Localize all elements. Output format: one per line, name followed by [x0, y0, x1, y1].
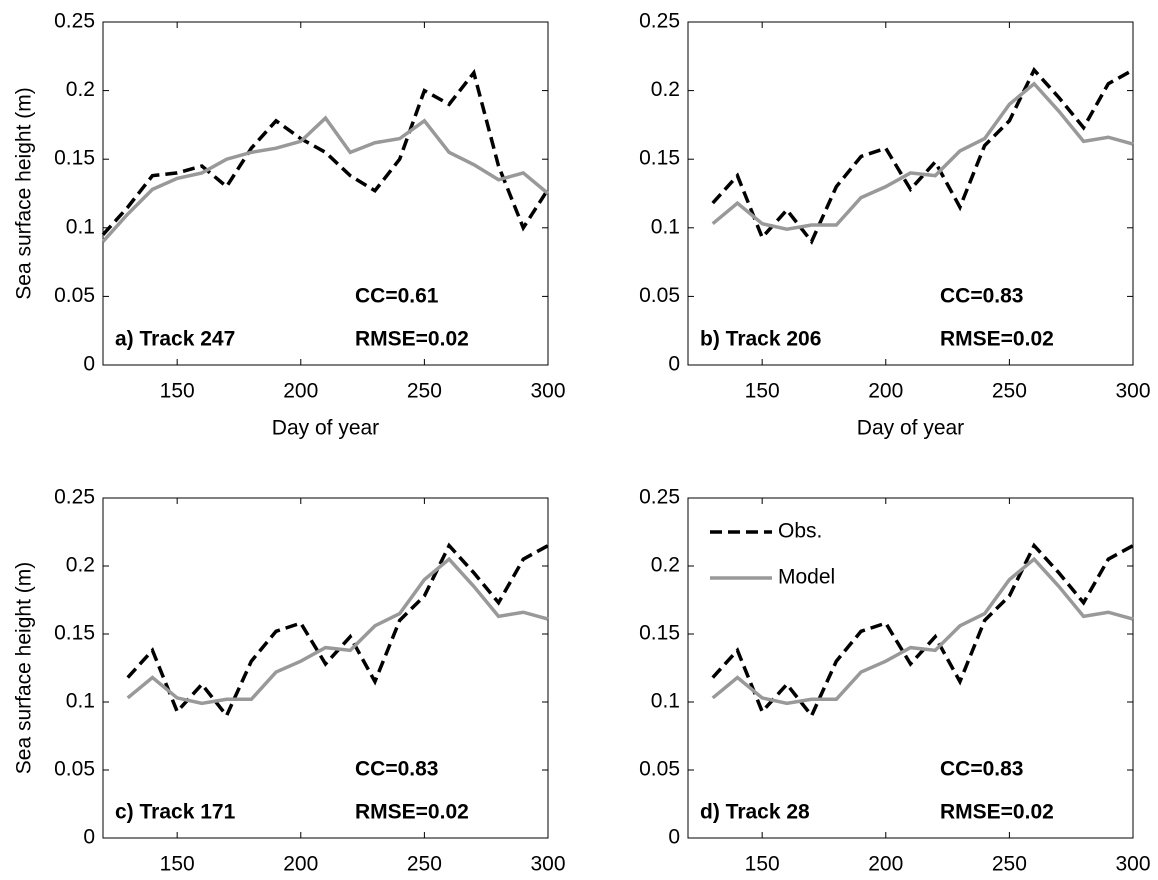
- annotation: CC=0.61: [355, 285, 439, 308]
- x-tick-label: 250: [992, 380, 1027, 403]
- data-line: [101, 115, 550, 243]
- y-tick-label: 0: [668, 353, 680, 376]
- x-tick-label: 200: [868, 380, 903, 403]
- axes-frame: [102, 21, 549, 366]
- y-tick-label: 0.25: [54, 10, 95, 33]
- y-tick-label: 0.15: [639, 622, 680, 645]
- panel-label: b) Track 206: [700, 328, 821, 351]
- x-tick-label: 250: [407, 853, 442, 876]
- x-tick-label: 150: [745, 853, 780, 876]
- x-tick-label: 300: [530, 380, 565, 403]
- y-tick-label: 0.15: [54, 147, 95, 170]
- x-tick-label: 200: [283, 853, 318, 876]
- data-line: [126, 556, 549, 706]
- y-tick-label: 0.05: [639, 758, 680, 781]
- axes-frame: [687, 21, 1134, 366]
- y-tick-label: 0.15: [54, 622, 95, 645]
- x-tick-label: 200: [868, 853, 903, 876]
- panel-label: a) Track 247: [115, 328, 235, 351]
- x-tick-label: 150: [160, 853, 195, 876]
- y-axis-label: Sea surface height (m): [13, 87, 36, 299]
- y-tick-label: 0.25: [639, 486, 680, 509]
- x-tick-label: 250: [407, 380, 442, 403]
- y-axis-label: Sea surface height (m): [13, 562, 36, 774]
- x-tick-label: 300: [1115, 380, 1150, 403]
- y-tick-label: 0: [83, 353, 95, 376]
- y-tick-label: 0.2: [651, 554, 680, 577]
- y-tick-label: 0.1: [66, 215, 95, 238]
- y-tick-label: 0.25: [54, 486, 95, 509]
- annotation: CC=0.83: [940, 758, 1023, 781]
- axes-frame: [687, 497, 1134, 839]
- annotation: CC=0.83: [355, 758, 438, 781]
- x-tick-label: 150: [160, 380, 195, 403]
- data-line: [711, 81, 1134, 231]
- y-tick-label: 0.25: [639, 10, 680, 33]
- y-tick-label: 0.05: [54, 758, 95, 781]
- panel-label: c) Track 171: [115, 801, 236, 824]
- y-tick-label: 0.05: [54, 284, 95, 307]
- y-tick-label: 0.1: [66, 690, 95, 713]
- legend-label: Model: [778, 566, 835, 589]
- y-tick-label: 0.2: [651, 78, 680, 101]
- annotation: RMSE=0.02: [940, 801, 1054, 824]
- y-tick-label: 0.15: [639, 147, 680, 170]
- legend-label: Obs.: [778, 520, 822, 543]
- data-line: [711, 556, 1134, 706]
- x-axis-label: Day of year: [857, 417, 964, 440]
- x-tick-label: 150: [745, 380, 780, 403]
- data-line: [711, 66, 1134, 245]
- x-tick-label: 300: [1115, 853, 1150, 876]
- y-tick-label: 0.05: [639, 284, 680, 307]
- annotation: RMSE=0.02: [940, 328, 1054, 351]
- panel-label: d) Track 28: [700, 801, 810, 824]
- y-tick-label: 0: [668, 826, 680, 849]
- data-line: [101, 68, 550, 236]
- x-axis-label: Day of year: [272, 417, 379, 440]
- y-tick-label: 0.1: [651, 690, 680, 713]
- annotation: CC=0.83: [940, 285, 1023, 308]
- x-tick-label: 200: [283, 380, 318, 403]
- y-tick-label: 0.2: [66, 554, 95, 577]
- x-tick-label: 300: [530, 853, 565, 876]
- x-tick-label: 250: [992, 853, 1027, 876]
- y-tick-label: 0.2: [66, 78, 95, 101]
- annotation: RMSE=0.02: [355, 328, 469, 351]
- y-tick-label: 0: [83, 826, 95, 849]
- annotation: RMSE=0.02: [355, 801, 469, 824]
- axes-frame: [102, 497, 549, 839]
- y-tick-label: 0.1: [651, 215, 680, 238]
